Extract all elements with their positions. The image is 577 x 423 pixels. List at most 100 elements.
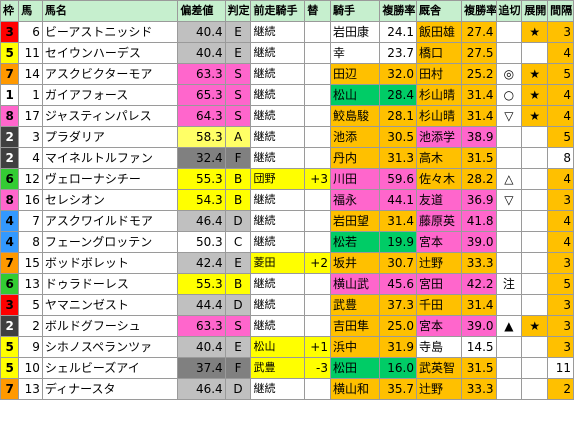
rank-cell: E	[224, 336, 252, 358]
rank-cell: S	[224, 63, 252, 85]
horse-number-cell: 9	[18, 336, 43, 358]
kankaku-cell: 2	[547, 378, 574, 400]
horse-name-cell: ヴェローナシチー	[41, 168, 179, 190]
oikiri-cell: ○	[495, 84, 523, 106]
waku-cell: 4	[0, 231, 20, 253]
race-table: 枠馬馬名 偏差値 判定 前走騎手替騎手 複勝率 厩舎 複勝率 追切 展開 間隔 3 6 ビーアストニッ…	[0, 0, 574, 400]
jockey-cell: 浜中	[329, 336, 381, 358]
jockey-rate-cell: 30.5	[379, 126, 417, 148]
oikiri-cell: 注	[495, 273, 523, 295]
score-cell: 63.3	[177, 63, 226, 85]
table-body: 3 6 ビーアストニッシド 40.4 E 継続 岩田康 24.1 飯田雄 27.4 ★ 3 5 11 セイウ…	[0, 21, 574, 400]
jockey-rate-cell: 23.7	[379, 42, 417, 64]
prev-jockey-cell: 継続	[250, 231, 306, 253]
rank-cell: F	[224, 147, 252, 169]
header-waku: 枠	[0, 0, 20, 22]
horse-name-cell: ビーアストニッシド	[41, 21, 179, 43]
trainer-cell: 辻野	[415, 378, 463, 400]
jockey-rate-cell: 31.9	[379, 336, 417, 358]
waku-cell: 7	[0, 252, 20, 274]
change-cell: +2	[304, 252, 331, 274]
horse-name-cell: マイネルトルファン	[41, 147, 179, 169]
jockey-cell: 松山	[329, 84, 381, 106]
trainer-cell: 佐々木	[415, 168, 463, 190]
waku-cell: 7	[0, 378, 20, 400]
horse-name-cell: シェルビーズアイ	[41, 357, 179, 379]
jockey-rate-cell: 31.4	[379, 210, 417, 232]
score-cell: 63.3	[177, 315, 226, 337]
score-cell: 64.3	[177, 105, 226, 127]
horse-number-cell: 13	[18, 273, 43, 295]
table-row: 5 11 セイウンハーデス 40.4 E 継続 幸 23.7 橋口 27.5 4	[0, 42, 574, 64]
oikiri-cell	[495, 378, 523, 400]
jockey-rate-cell: 30.7	[379, 252, 417, 274]
horse-name-cell: アスクワイルドモア	[41, 210, 179, 232]
tenkai-cell	[521, 210, 549, 232]
jockey-cell: 横山武	[329, 273, 381, 295]
trainer-cell: 高木	[415, 147, 463, 169]
trainer-rate-cell: 27.5	[461, 42, 497, 64]
horse-number-cell: 17	[18, 105, 43, 127]
prev-jockey-cell: 継続	[250, 126, 306, 148]
trainer-cell: 寺島	[415, 336, 463, 358]
score-cell: 55.3	[177, 168, 226, 190]
change-cell	[304, 273, 331, 295]
rank-cell: S	[224, 105, 252, 127]
table-row: 1 1 ガイアフォース 65.3 S 継続 松山 28.4 杉山晴 31.4 ○ ★ 4	[0, 84, 574, 106]
horse-number-cell: 8	[18, 231, 43, 253]
table-row: 8 17 ジャスティンパレス 64.3 S 継続 鮫島駿 28.1 杉山晴 31.4 ▽ ★ 4	[0, 105, 574, 127]
score-cell: 44.4	[177, 294, 226, 316]
kankaku-cell: 11	[547, 357, 574, 379]
horse-number-cell: 14	[18, 63, 43, 85]
trainer-rate-cell: 41.8	[461, 210, 497, 232]
tenkai-cell	[521, 126, 549, 148]
waku-cell: 8	[0, 189, 20, 211]
trainer-rate-cell: 36.9	[461, 189, 497, 211]
trainer-rate-cell: 33.3	[461, 378, 497, 400]
horse-name-cell: シホノスペランツァ	[41, 336, 179, 358]
prev-jockey-cell: 継続	[250, 84, 306, 106]
tenkai-cell: ★	[521, 21, 549, 43]
oikiri-cell	[495, 42, 523, 64]
trainer-cell: 千田	[415, 294, 463, 316]
horse-number-cell: 6	[18, 21, 43, 43]
horse-name-cell: フェーングロッテン	[41, 231, 179, 253]
kankaku-cell: 4	[547, 210, 574, 232]
trainer-rate-cell: 31.4	[461, 105, 497, 127]
score-cell: 40.4	[177, 336, 226, 358]
jockey-cell: 福永	[329, 189, 381, 211]
horse-number-cell: 16	[18, 189, 43, 211]
table-row: 3 5 ヤマニンゼスト 44.4 D 継続 武豊 37.3 千田 31.4 3	[0, 294, 574, 316]
jockey-cell: 幸	[329, 42, 381, 64]
oikiri-cell: ▽	[495, 105, 523, 127]
rank-cell: S	[224, 315, 252, 337]
tenkai-cell	[521, 189, 549, 211]
change-cell	[304, 84, 331, 106]
table-header: 枠馬馬名 偏差値 判定 前走騎手替騎手 複勝率 厩舎 複勝率 追切 展開 間隔	[0, 0, 574, 22]
prev-jockey-cell: 継続	[250, 273, 306, 295]
jockey-rate-cell: 35.7	[379, 378, 417, 400]
jockey-cell: 丹内	[329, 147, 381, 169]
horse-name-cell: ヤマニンゼスト	[41, 294, 179, 316]
jockey-rate-cell: 45.6	[379, 273, 417, 295]
rank-cell: E	[224, 252, 252, 274]
score-cell: 42.4	[177, 252, 226, 274]
waku-cell: 3	[0, 294, 20, 316]
horse-number-cell: 5	[18, 294, 43, 316]
kankaku-cell: 3	[547, 189, 574, 211]
score-cell: 46.4	[177, 210, 226, 232]
jockey-rate-cell: 19.9	[379, 231, 417, 253]
waku-cell: 5	[0, 357, 20, 379]
trainer-cell: 杉山晴	[415, 84, 463, 106]
table-row: 3 6 ビーアストニッシド 40.4 E 継続 岩田康 24.1 飯田雄 27.4 ★ 3	[0, 21, 574, 43]
oikiri-cell	[495, 336, 523, 358]
horse-name-cell: ガイアフォース	[41, 84, 179, 106]
tenkai-cell: ★	[521, 315, 549, 337]
jockey-cell: 坂井	[329, 252, 381, 274]
oikiri-cell: △	[495, 168, 523, 190]
oikiri-cell	[495, 294, 523, 316]
rank-cell: E	[224, 42, 252, 64]
trainer-rate-cell: 42.2	[461, 273, 497, 295]
waku-cell: 5	[0, 42, 20, 64]
tenkai-cell	[521, 252, 549, 274]
